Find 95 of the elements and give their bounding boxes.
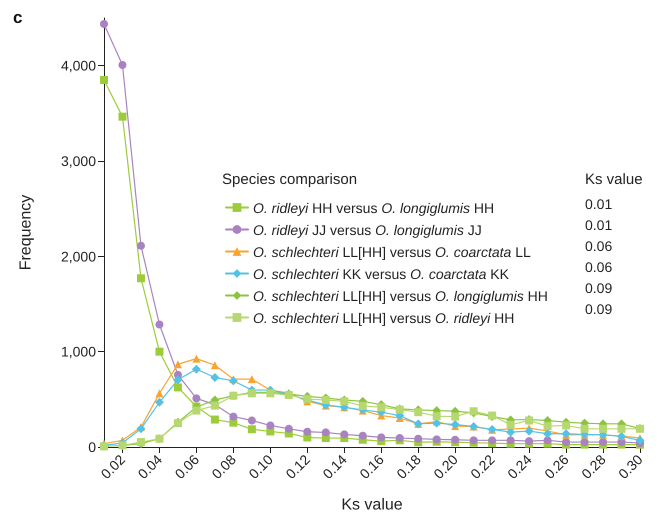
x-tick-label: 0.12 [282,451,314,482]
annotation: 0.09 [585,301,612,317]
legend-label: O. schlechteri LL[HH] versus O. longiglumis HH [253,288,548,304]
point [377,403,386,412]
point [562,421,570,430]
point [525,437,534,446]
point [210,416,219,424]
legend-title: Species comparison [222,171,358,188]
annotation: 0.01 [585,217,612,233]
point [248,416,256,424]
point [210,361,219,370]
point [100,20,108,28]
point [192,406,200,415]
point [358,432,367,440]
point [303,428,312,436]
x-tick-label: 0.14 [319,451,350,482]
point [470,436,478,444]
annotation: 0.06 [585,238,612,254]
point [192,354,200,363]
x-tick-label: 0.26 [541,451,572,482]
point [432,435,441,444]
point [524,426,534,436]
annotation: 0.09 [585,280,612,296]
point [174,360,182,368]
point [506,436,515,444]
chart-title: c [13,8,22,27]
point [229,412,238,421]
point [544,436,552,444]
point [580,438,589,446]
point [543,429,552,438]
point [118,112,126,121]
point [136,274,145,282]
y-tick-label: 0 [88,439,96,455]
point [340,430,348,438]
x-tick-label: 0.22 [467,451,498,482]
legend-label: O. schlechteri LL[HH] versus O. coarctata LL [253,244,531,260]
point [506,420,515,429]
x-tick-label: 0.30 [615,451,646,482]
y-tick-label: 3,000 [60,153,96,169]
y-axis-title: Frequency [18,194,34,270]
legend-label: O. ridleyi JJ versus O. longiglumis JJ [253,222,482,238]
point [118,61,126,69]
point [192,394,200,402]
x-tick-label: 0.10 [245,451,276,482]
point [322,396,330,404]
x-tick-label: 0.06 [172,451,202,482]
point [210,373,220,382]
y-tick-label: 2,000 [60,248,96,264]
point [414,434,422,443]
point [358,402,367,410]
x-tick-label: 0.16 [356,451,388,482]
point [414,408,422,416]
legend-label: O. schlechteri LL[HH] versus O. ridleyi HH [253,310,514,326]
point [173,375,182,384]
point [266,421,274,430]
point [506,428,516,437]
point [599,424,608,433]
point [488,436,496,444]
annotation: Ks value [585,171,643,188]
point [618,424,626,433]
point [636,436,644,445]
x-tick-label: 0.28 [578,451,609,482]
point [155,348,164,356]
x-tick-label: 0.20 [430,451,461,482]
legend-label: O. schlechteri KK versus O. coarctata KK [253,266,510,282]
annotation: 0.01 [585,196,612,212]
point [451,412,460,421]
point [544,422,552,430]
point [432,412,441,420]
y-tick-label: 1,000 [60,344,96,360]
point [192,364,201,374]
x-tick-label: 0.04 [134,451,166,482]
point [377,433,386,442]
point [580,424,589,433]
point [451,436,460,444]
point [248,425,256,434]
point [248,375,256,384]
point [155,320,164,328]
point [174,383,182,392]
point [155,389,164,398]
point [100,76,108,84]
x-axis-title: Ks value [341,496,403,514]
point [322,428,330,436]
point [562,438,570,446]
point [599,438,608,446]
point [136,242,145,250]
x-tick-label: 0.02 [98,451,128,482]
point [154,398,164,407]
x-tick-label: 0.18 [393,451,424,482]
legend-label: O. ridleyi HH versus O. longiglumis HH [253,200,494,216]
x-tick-label: 0.24 [504,451,535,482]
y-tick-label: 4,000 [60,58,96,74]
annotation: 0.06 [585,259,612,275]
x-tick-label: 0.08 [208,451,240,482]
point [284,424,293,433]
